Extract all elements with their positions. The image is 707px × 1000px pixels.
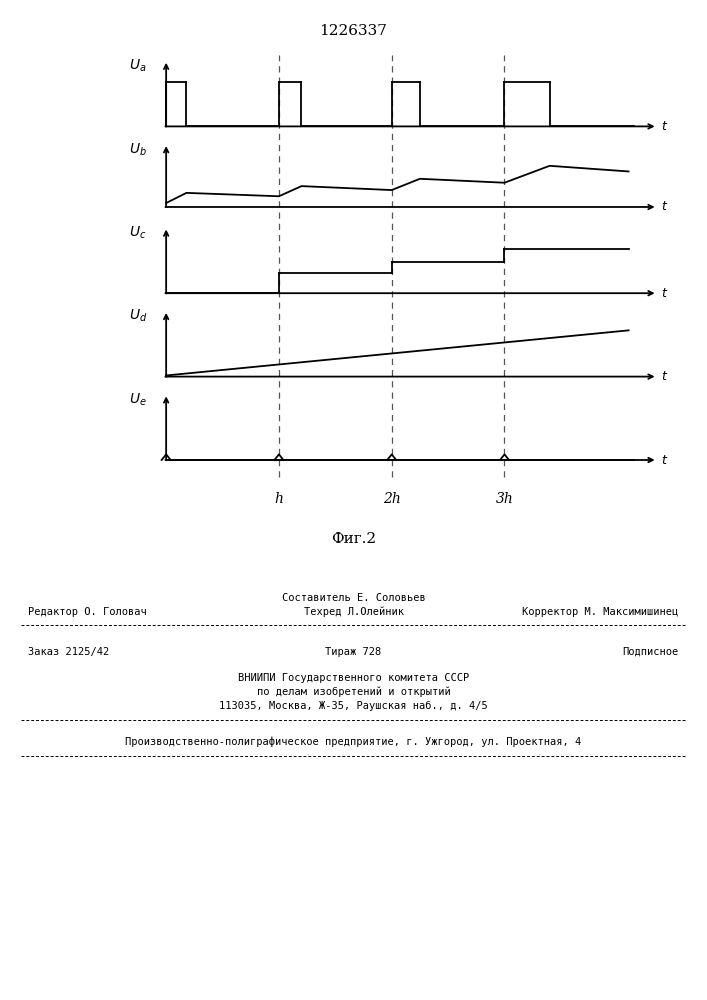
Text: Фиг.2: Фиг.2 [331, 532, 376, 546]
Text: Тираж 728: Тираж 728 [325, 647, 382, 657]
Text: $t$: $t$ [661, 200, 668, 213]
Text: Подписное: Подписное [622, 647, 679, 657]
Text: Составитель Е. Соловьев: Составитель Е. Соловьев [281, 593, 426, 603]
Text: 1226337: 1226337 [320, 24, 387, 38]
Text: Производственно-полиграфическое предприятие, г. Ужгород, ул. Проектная, 4: Производственно-полиграфическое предприя… [125, 737, 582, 747]
Text: Редактор О. Головач: Редактор О. Головач [28, 607, 147, 617]
Text: 2h: 2h [382, 492, 401, 506]
Text: 3h: 3h [496, 492, 513, 506]
Text: Корректор М. Максимишинец: Корректор М. Максимишинец [522, 607, 679, 617]
Text: $U_a$: $U_a$ [129, 58, 146, 74]
Text: $t$: $t$ [661, 287, 668, 300]
Text: Техред Л.Олейник: Техред Л.Олейник [303, 607, 404, 617]
Text: $U_e$: $U_e$ [129, 391, 147, 408]
Text: $t$: $t$ [661, 454, 668, 466]
Text: $U_b$: $U_b$ [129, 141, 147, 158]
Text: по делам изобретений и открытий: по делам изобретений и открытий [257, 687, 450, 697]
Text: 113035, Москва, Ж-35, Раушская наб., д. 4/5: 113035, Москва, Ж-35, Раушская наб., д. … [219, 701, 488, 711]
Text: Заказ 2125/42: Заказ 2125/42 [28, 647, 110, 657]
Text: ВНИИПИ Государственного комитета СССР: ВНИИПИ Государственного комитета СССР [238, 673, 469, 683]
Text: h: h [274, 492, 284, 506]
Text: $t$: $t$ [661, 370, 668, 383]
Text: $U_c$: $U_c$ [129, 225, 146, 241]
Text: $t$: $t$ [661, 120, 668, 133]
Text: $U_d$: $U_d$ [129, 308, 147, 324]
